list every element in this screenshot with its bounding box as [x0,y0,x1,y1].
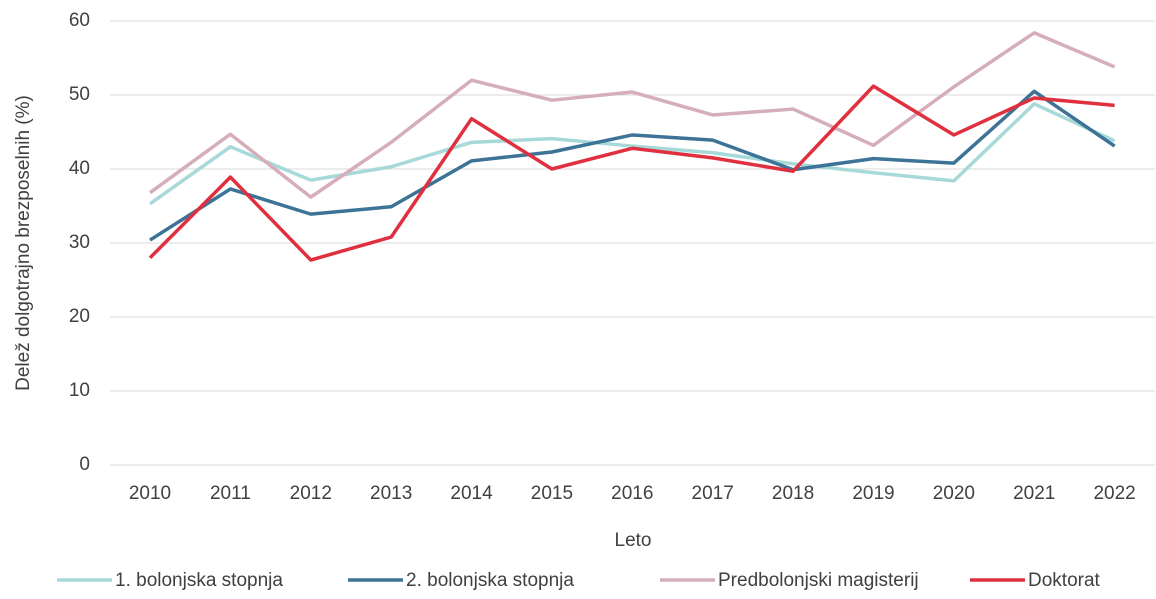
y-axis-label: Delež dolgotrajno brezposelnih (%) [13,95,34,391]
x-tick-label: 2021 [1013,483,1055,504]
series-line [148,84,1115,262]
legend-label: Doktorat [1028,570,1101,591]
x-tick-label: 2016 [611,483,653,504]
series-line [148,31,1116,199]
legend-label: Predbolonjski magisterij [718,570,919,591]
y-tick-label: 60 [69,10,90,31]
x-tick-label: 2020 [933,483,975,504]
y-tick-label: 20 [69,306,90,327]
series-line [149,89,1116,242]
x-tick-label: 2015 [531,483,573,504]
x-tick-label: 2013 [370,483,412,504]
legend-label: 2. bolonjska stopnja [406,570,574,591]
y-tick-label: 10 [69,380,90,401]
x-tick-label: 2022 [1093,483,1135,504]
x-tick-label: 2011 [210,483,251,504]
y-tick-label: 30 [69,232,90,253]
x-tick-label: 2010 [129,483,171,504]
series-line [148,102,1116,206]
x-tick-label: 2012 [290,483,332,504]
x-tick-label: 2019 [852,483,894,504]
legend-label: 1. bolonjska stopnja [115,570,283,591]
x-tick-label: 2018 [772,483,814,504]
y-tick-label: 0 [79,454,90,475]
y-tick-label: 40 [69,158,90,179]
x-tick-label: 2017 [692,483,734,504]
x-tick-label: 2014 [450,483,493,504]
x-axis-label: Leto [615,530,652,551]
y-tick-label: 50 [69,84,90,105]
